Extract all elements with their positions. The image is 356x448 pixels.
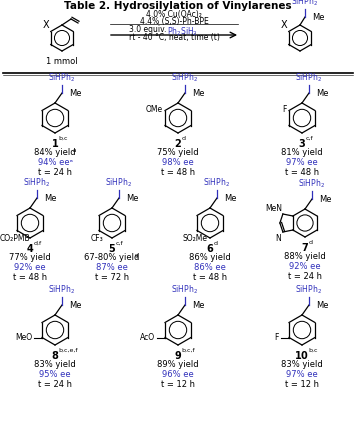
Text: Me: Me — [69, 301, 82, 310]
Text: rt - 40 °C, neat, time (t): rt - 40 °C, neat, time (t) — [129, 33, 219, 42]
Text: 75% yield: 75% yield — [157, 148, 199, 157]
Text: 88% yield: 88% yield — [284, 252, 326, 261]
Text: OMe: OMe — [146, 105, 163, 114]
Text: 3.0 equiv.: 3.0 equiv. — [129, 25, 166, 34]
Text: SiHPh$_2$: SiHPh$_2$ — [295, 284, 323, 296]
Text: 86% yield: 86% yield — [189, 253, 231, 262]
Text: SiHPh$_2$: SiHPh$_2$ — [298, 177, 325, 190]
Text: Me: Me — [312, 13, 325, 22]
Text: 77% yield: 77% yield — [9, 253, 51, 262]
Text: $\mathbf{4}$: $\mathbf{4}$ — [26, 242, 34, 254]
Text: a: a — [72, 148, 76, 153]
Text: 92% ee: 92% ee — [14, 263, 46, 272]
Text: SiHPh$_2$: SiHPh$_2$ — [172, 72, 199, 84]
Text: Me: Me — [126, 194, 138, 202]
Text: 97% ee: 97% ee — [286, 370, 318, 379]
Text: SiHPh$_2$: SiHPh$_2$ — [48, 72, 75, 84]
Text: t = 48 h: t = 48 h — [13, 273, 47, 282]
Text: t = 12 h: t = 12 h — [161, 380, 195, 389]
Text: 4.4% (S,S)-Ph-BPE: 4.4% (S,S)-Ph-BPE — [140, 17, 208, 26]
Text: SiHPh$_2$: SiHPh$_2$ — [48, 284, 75, 296]
Text: $\mathbf{6}$: $\mathbf{6}$ — [206, 242, 214, 254]
Text: SiHPh$_2$: SiHPh$_2$ — [172, 284, 199, 296]
Text: t = 24 h: t = 24 h — [38, 168, 72, 177]
Text: 97% ee: 97% ee — [286, 158, 318, 167]
Text: $\mathbf{10}$: $\mathbf{10}$ — [294, 349, 309, 361]
Text: 83% yield: 83% yield — [34, 360, 76, 369]
Text: F: F — [283, 105, 287, 114]
Text: CF₃: CF₃ — [91, 233, 103, 242]
Text: X: X — [281, 20, 288, 30]
Text: SiHPh$_2$: SiHPh$_2$ — [295, 72, 323, 84]
Text: $\mathbf{1}$: $\mathbf{1}$ — [51, 137, 59, 149]
Text: X: X — [43, 20, 50, 30]
Text: 81% yield: 81% yield — [281, 148, 323, 157]
Text: AcO: AcO — [140, 333, 155, 342]
Text: 84% yield: 84% yield — [34, 148, 76, 157]
Text: SiHPh$_2$: SiHPh$_2$ — [105, 177, 132, 189]
Text: b,c: b,c — [58, 136, 68, 141]
Text: Table 2. Hydrosilylation of Vinylarenes: Table 2. Hydrosilylation of Vinylarenes — [64, 1, 292, 11]
Text: g: g — [135, 253, 138, 258]
Text: 83% yield: 83% yield — [281, 360, 323, 369]
Text: $\mathbf{3}$: $\mathbf{3}$ — [298, 137, 306, 149]
Text: $\mathbf{2}$: $\mathbf{2}$ — [174, 137, 182, 149]
Text: 86% ee: 86% ee — [194, 263, 226, 272]
Text: Me: Me — [192, 89, 204, 98]
Text: d: d — [182, 136, 185, 141]
Text: MeN: MeN — [265, 204, 282, 213]
Text: c,f: c,f — [305, 136, 313, 141]
Text: 1 mmol: 1 mmol — [46, 57, 78, 66]
Text: $\mathbf{8}$: $\mathbf{8}$ — [51, 349, 59, 361]
Text: $\mathbf{9}$: $\mathbf{9}$ — [174, 349, 182, 361]
Text: $\mathbf{5}$: $\mathbf{5}$ — [108, 242, 116, 254]
Text: 92% ee: 92% ee — [289, 262, 321, 271]
Text: 94% eeᵃ: 94% eeᵃ — [37, 158, 73, 167]
Text: 95% ee: 95% ee — [39, 370, 71, 379]
Text: d: d — [309, 240, 313, 245]
Text: t = 72 h: t = 72 h — [95, 273, 129, 282]
Text: Me: Me — [44, 194, 57, 202]
Text: SiHPh$_2$: SiHPh$_2$ — [292, 0, 319, 8]
Text: Me: Me — [224, 194, 236, 202]
Text: $\mathbf{7}$: $\mathbf{7}$ — [301, 241, 309, 253]
Text: b,c,e,f: b,c,e,f — [58, 348, 78, 353]
Text: 67-80% yield: 67-80% yield — [84, 253, 140, 262]
Text: Me: Me — [192, 301, 204, 310]
Text: t = 48 h: t = 48 h — [193, 273, 227, 282]
Text: 87% ee: 87% ee — [96, 263, 128, 272]
Text: d: d — [214, 241, 218, 246]
Text: Me: Me — [316, 301, 329, 310]
Text: d,f: d,f — [33, 241, 42, 246]
Text: t = 24 h: t = 24 h — [288, 272, 322, 281]
Text: 89% yield: 89% yield — [157, 360, 199, 369]
Text: t = 48 h: t = 48 h — [285, 168, 319, 177]
Text: MeO: MeO — [15, 333, 32, 342]
Text: c,f: c,f — [115, 241, 123, 246]
Text: t = 24 h: t = 24 h — [38, 380, 72, 389]
Text: CO₂PMB: CO₂PMB — [0, 233, 30, 242]
Text: SiHPh$_2$: SiHPh$_2$ — [23, 177, 51, 189]
Text: 96% ee: 96% ee — [162, 370, 194, 379]
Text: Me: Me — [316, 89, 329, 98]
Text: t = 48 h: t = 48 h — [161, 168, 195, 177]
Text: b,c,f: b,c,f — [182, 348, 195, 353]
Text: Me: Me — [319, 194, 331, 203]
Text: Me: Me — [69, 89, 82, 98]
Text: Ph$_2$SiH$_2$: Ph$_2$SiH$_2$ — [167, 25, 198, 38]
Text: F: F — [274, 333, 279, 342]
Text: b,c: b,c — [308, 348, 318, 353]
Text: t = 12 h: t = 12 h — [285, 380, 319, 389]
Text: 98% ee: 98% ee — [162, 158, 194, 167]
Text: N: N — [275, 234, 281, 243]
Text: 4.0% Cu(OAc)₂: 4.0% Cu(OAc)₂ — [146, 10, 202, 19]
Text: SiHPh$_2$: SiHPh$_2$ — [203, 177, 231, 189]
Text: SO₂Me: SO₂Me — [183, 233, 208, 242]
